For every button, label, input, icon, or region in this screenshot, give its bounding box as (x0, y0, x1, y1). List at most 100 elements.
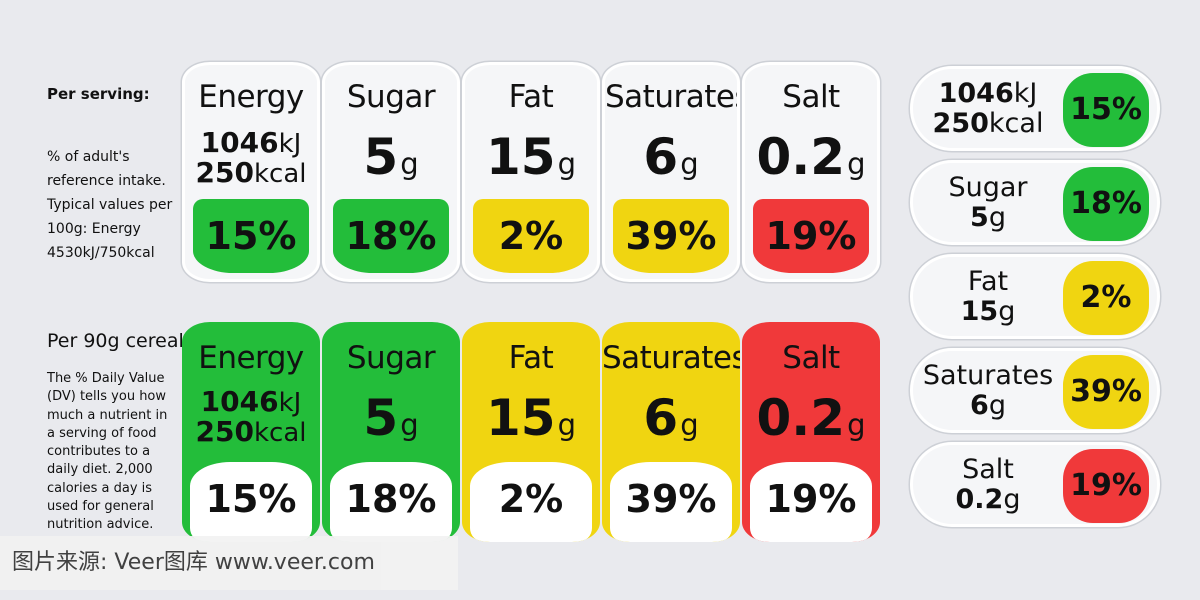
nutrient-name: Saturates (605, 79, 740, 115)
nutrient-amount: 6 (970, 390, 989, 421)
nutrient-value: 6g (605, 129, 737, 192)
nutrient-value: 15g (913, 297, 1063, 327)
nutrient-value: 15g (465, 129, 597, 192)
daily-value-line: contributes to a (47, 444, 151, 460)
reference-note-line: % of adult's (47, 149, 130, 165)
percent-badge: 2% (1063, 261, 1149, 335)
nutrient-amount: 0.2 (955, 484, 1004, 515)
right-energy-row: 1046kJ 250kcal 15% (910, 66, 1160, 151)
bottom-saturates-cell: Saturates 6g 39% (602, 322, 740, 542)
energy-kj-value: 1046 (200, 385, 279, 418)
energy-kcal-unit: kcal (253, 159, 307, 189)
reference-note-line: 100g: Energy (47, 221, 141, 237)
energy-kcal-unit: kcal (253, 418, 307, 448)
percent-badge: 2% (473, 199, 589, 273)
nutrient-amount: 5 (363, 389, 399, 447)
energy-kcal-value: 250 (195, 415, 254, 448)
percent-badge: 15% (1063, 73, 1149, 147)
nutrient-name: Energy (198, 340, 304, 376)
nutrient-value: 0.2g (745, 129, 877, 192)
bottom-sugar-cell: Sugar 5g 18% (322, 322, 460, 542)
nutrient-amount: 6 (643, 389, 679, 447)
per-serving-label: Per serving: (47, 85, 150, 103)
energy-kcal: 250kcal (913, 109, 1063, 139)
energy-kj-unit: kJ (1013, 78, 1038, 109)
right-salt-row: Salt 0.2g 19% (910, 442, 1160, 527)
percent-badge: 18% (1063, 167, 1149, 241)
bottom-fat-cell: Fat 15g 2% (462, 322, 600, 542)
daily-value-line: calories a day is (47, 480, 153, 496)
nutrient-value: 0.2g (913, 485, 1063, 515)
daily-value-note: The % Daily Value (DV) tells you how muc… (47, 370, 182, 535)
nutrient-name: Energy (198, 79, 304, 115)
nutrient-name: Fat (967, 266, 1009, 297)
nutrient-value: 5g (913, 203, 1063, 233)
nutrient-name: Sugar (346, 79, 436, 115)
energy-kj: 1046kJ (913, 79, 1063, 109)
daily-value-line: used for general (47, 499, 154, 515)
watermark: 图片来源: Veer图库 www.veer.com (0, 536, 458, 590)
nutrient-value: 5g (322, 390, 460, 453)
right-fat-row: Fat 15g 2% (910, 254, 1160, 339)
percent-badge: 15% (190, 462, 312, 542)
energy-kj: 1046kJ (182, 386, 320, 419)
daily-value-line: (DV) tells you how (47, 389, 167, 405)
nutrient-name: Saturates (602, 340, 740, 376)
nutrient-amount: 15 (485, 128, 556, 186)
nutrient-unit: g (557, 408, 576, 442)
daily-value-line: a serving of food (47, 425, 157, 441)
percent-badge: 39% (1063, 355, 1149, 429)
percent-badge: 18% (333, 199, 449, 273)
reference-note-line: Typical values per (47, 197, 173, 213)
nutrient-name: Salt (962, 454, 1014, 485)
nutrient-unit: g (557, 147, 576, 181)
nutrient-amount: 0.2 (756, 389, 846, 447)
energy-kj: 1046kJ (185, 127, 317, 160)
nutrient-amount: 6 (643, 128, 679, 186)
energy-kj-value: 1046 (938, 78, 1014, 109)
percent-badge: 19% (753, 199, 869, 273)
nutrient-amount: 5 (363, 128, 399, 186)
nutrient-value: 6g (913, 391, 1063, 421)
nutrient-unit: g (680, 408, 699, 442)
percent-badge: 39% (610, 462, 732, 542)
nutrient-name: Salt (782, 79, 840, 115)
nutrient-amount: 15 (960, 296, 999, 327)
nutrient-unit: g (847, 408, 866, 442)
nutrient-name: Salt (782, 340, 840, 376)
nutrient-value: 15g (462, 390, 600, 453)
energy-kcal: 250kcal (185, 157, 317, 190)
nutrient-amount: 0.2 (756, 128, 846, 186)
right-saturates-row: Saturates 6g 39% (910, 348, 1160, 433)
right-sugar-row: Sugar 5g 18% (910, 160, 1160, 245)
percent-badge: 2% (470, 462, 592, 542)
nutrient-name: Sugar (346, 340, 436, 376)
daily-value-line: The % Daily Value (47, 371, 165, 386)
top-saturates-cell: Saturates 6g 39% (602, 62, 740, 282)
daily-value-line: daily diet. 2,000 (47, 462, 153, 478)
nutrient-unit: g (988, 202, 1006, 233)
nutrient-unit: g (400, 147, 419, 181)
nutrient-unit: g (400, 408, 419, 442)
nutrient-name: Fat (508, 79, 554, 115)
percent-badge: 15% (193, 199, 309, 273)
top-salt-cell: Salt 0.2g 19% (742, 62, 880, 282)
reference-note: % of adult's reference intake. Typical v… (47, 145, 187, 265)
percent-badge: 18% (330, 462, 452, 542)
bottom-energy-cell: Energy 1046kJ 250kcal 15% (182, 322, 320, 542)
percent-badge: 19% (1063, 449, 1149, 523)
reference-note-line: reference intake. (47, 173, 166, 189)
energy-kcal-value: 250 (932, 108, 989, 139)
nutrient-unit: g (988, 390, 1006, 421)
energy-kcal-unit: kcal (988, 108, 1044, 139)
reference-note-line: 4530kJ/750kcal (47, 245, 155, 261)
nutrient-unit: g (680, 147, 699, 181)
nutrient-amount: 5 (970, 202, 989, 233)
top-energy-cell: Energy 1046kJ 250kcal 15% (182, 62, 320, 282)
daily-value-line: much a nutrient in (47, 407, 168, 423)
energy-kj-unit: kJ (278, 129, 302, 159)
top-fat-cell: Fat 15g 2% (462, 62, 600, 282)
energy-kj-unit: kJ (278, 388, 302, 418)
daily-value-line: nutrition advice. (47, 517, 154, 533)
energy-kj-value: 1046 (200, 126, 279, 159)
